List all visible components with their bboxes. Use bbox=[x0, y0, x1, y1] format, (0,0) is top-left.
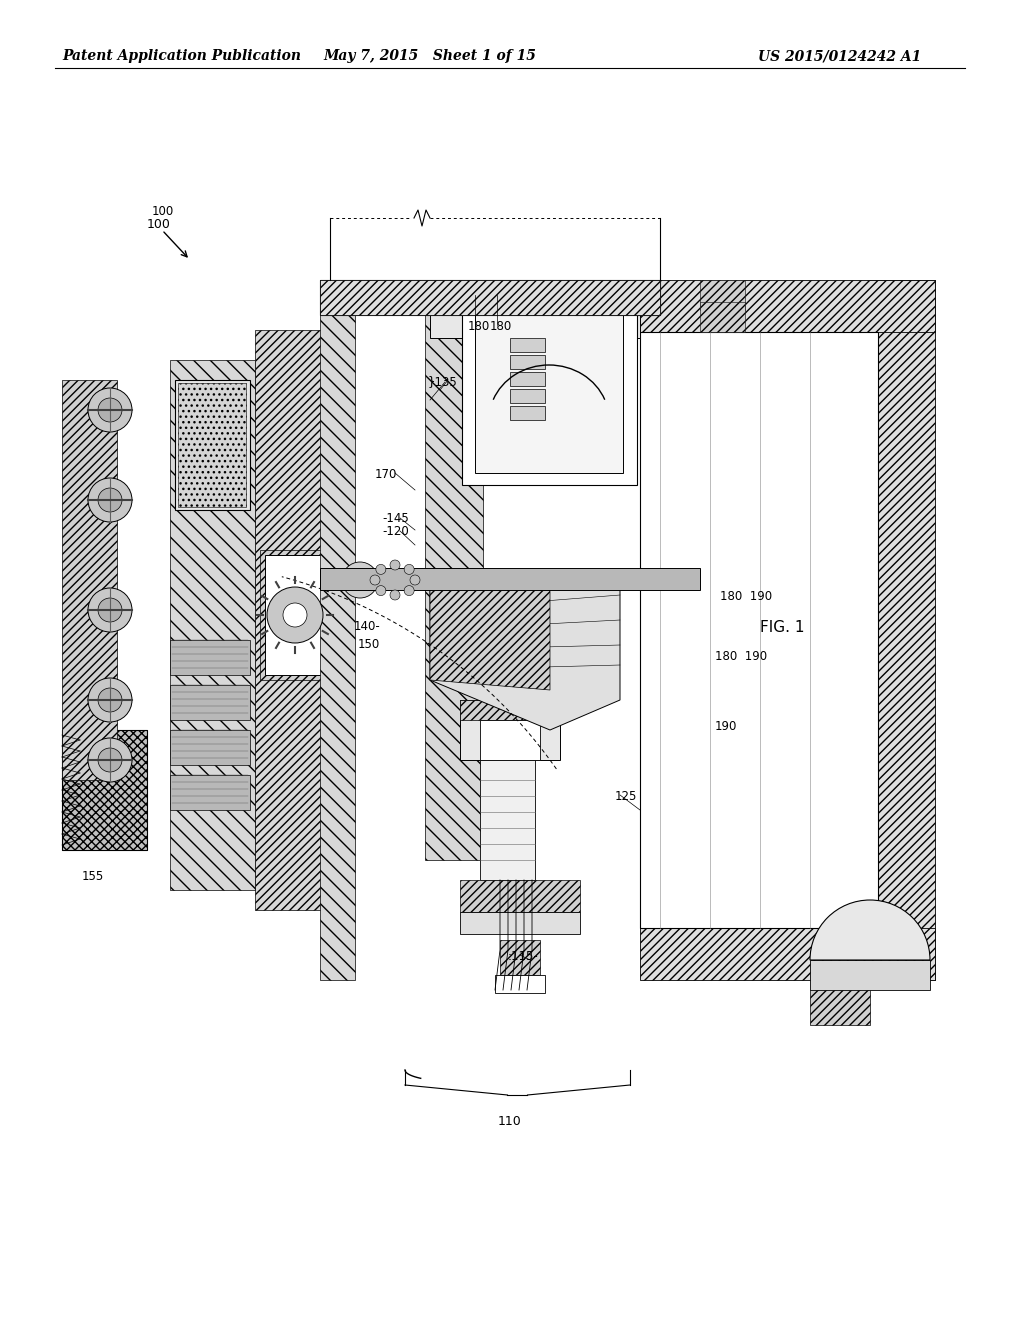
Bar bbox=[178, 383, 246, 507]
Circle shape bbox=[375, 565, 385, 574]
Bar bbox=[869, 280, 934, 979]
Text: Patent Application Publication: Patent Application Publication bbox=[62, 49, 301, 63]
Text: 180  190: 180 190 bbox=[719, 590, 771, 603]
Bar bbox=[460, 912, 580, 935]
Bar bbox=[460, 700, 559, 719]
Bar bbox=[494, 975, 544, 993]
Bar bbox=[255, 330, 334, 909]
Text: -120: -120 bbox=[382, 525, 409, 539]
Text: FIG. 1: FIG. 1 bbox=[759, 620, 804, 635]
Bar bbox=[809, 990, 869, 1026]
Bar bbox=[170, 775, 250, 810]
Text: 100: 100 bbox=[147, 218, 171, 231]
Bar bbox=[170, 640, 250, 675]
Circle shape bbox=[88, 587, 131, 632]
Text: :115-: :115- bbox=[507, 950, 538, 964]
Bar bbox=[170, 730, 250, 766]
Bar bbox=[510, 338, 544, 352]
Circle shape bbox=[267, 587, 323, 643]
Circle shape bbox=[98, 598, 122, 622]
Bar bbox=[699, 280, 744, 310]
Text: 180  190: 180 190 bbox=[714, 649, 766, 663]
Text: 155: 155 bbox=[82, 870, 104, 883]
Bar bbox=[462, 285, 637, 313]
Polygon shape bbox=[430, 579, 549, 690]
Bar bbox=[430, 310, 639, 338]
Bar bbox=[809, 960, 929, 990]
Circle shape bbox=[341, 562, 378, 598]
Bar bbox=[510, 372, 544, 385]
Bar bbox=[320, 568, 699, 590]
Text: 125: 125 bbox=[614, 789, 637, 803]
Bar bbox=[175, 380, 250, 510]
Bar bbox=[62, 380, 117, 780]
Text: 180: 180 bbox=[468, 319, 490, 333]
Circle shape bbox=[88, 678, 131, 722]
Polygon shape bbox=[430, 570, 620, 730]
Circle shape bbox=[98, 688, 122, 711]
Bar bbox=[480, 719, 539, 760]
Text: 170: 170 bbox=[375, 469, 397, 480]
Text: 100: 100 bbox=[152, 205, 174, 218]
Circle shape bbox=[375, 586, 385, 595]
Bar bbox=[639, 333, 877, 928]
Circle shape bbox=[389, 560, 399, 570]
Bar bbox=[260, 550, 330, 680]
Circle shape bbox=[98, 399, 122, 422]
Bar bbox=[475, 313, 623, 473]
Bar bbox=[320, 280, 659, 315]
Bar bbox=[425, 280, 483, 861]
Bar bbox=[320, 280, 659, 315]
Circle shape bbox=[88, 738, 131, 781]
Circle shape bbox=[404, 586, 414, 595]
Bar bbox=[462, 285, 637, 484]
Text: 180: 180 bbox=[489, 319, 512, 333]
Bar bbox=[639, 280, 934, 333]
Text: May 7, 2015   Sheet 1 of 15: May 7, 2015 Sheet 1 of 15 bbox=[323, 49, 536, 63]
Wedge shape bbox=[809, 900, 929, 960]
Bar bbox=[480, 760, 535, 880]
Bar bbox=[320, 280, 355, 979]
Circle shape bbox=[98, 488, 122, 512]
Text: 150: 150 bbox=[358, 638, 380, 651]
Text: US 2015/0124242 A1: US 2015/0124242 A1 bbox=[758, 49, 921, 63]
Circle shape bbox=[282, 603, 307, 627]
Bar bbox=[510, 407, 544, 420]
Bar bbox=[699, 302, 744, 333]
Bar bbox=[510, 355, 544, 370]
Circle shape bbox=[389, 590, 399, 601]
Bar bbox=[170, 685, 250, 719]
Bar bbox=[62, 730, 147, 850]
Bar bbox=[510, 389, 544, 403]
Text: }135: }135 bbox=[428, 375, 458, 388]
Text: 190: 190 bbox=[714, 719, 737, 733]
Bar bbox=[62, 730, 147, 850]
Bar bbox=[460, 880, 580, 912]
Bar bbox=[170, 360, 255, 890]
Bar bbox=[639, 928, 934, 979]
Circle shape bbox=[404, 565, 414, 574]
Text: 140-: 140- bbox=[353, 620, 380, 634]
Text: 110: 110 bbox=[497, 1115, 521, 1129]
Circle shape bbox=[88, 478, 131, 521]
Circle shape bbox=[98, 748, 122, 772]
Circle shape bbox=[370, 576, 380, 585]
Text: -145: -145 bbox=[382, 512, 409, 525]
Bar bbox=[499, 940, 539, 975]
Circle shape bbox=[88, 388, 131, 432]
Circle shape bbox=[410, 576, 420, 585]
Bar bbox=[265, 554, 325, 675]
Bar bbox=[460, 700, 559, 760]
